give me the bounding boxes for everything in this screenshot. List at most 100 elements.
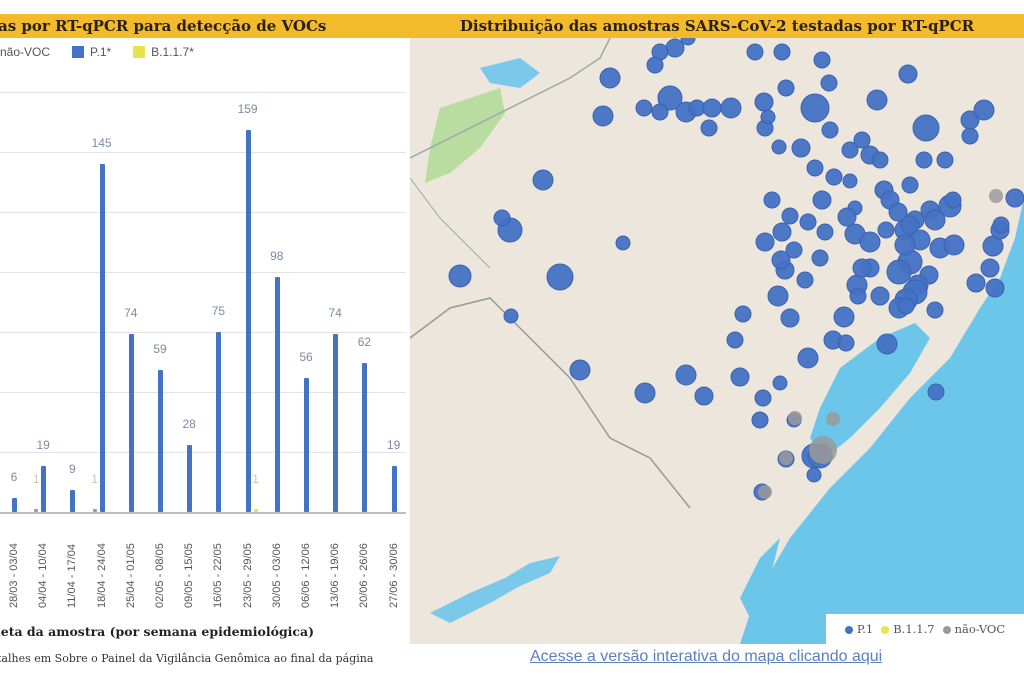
bubble-p1[interactable] <box>980 258 1000 278</box>
bar-p1[interactable] <box>187 444 193 512</box>
bubble-p1[interactable] <box>657 85 683 111</box>
bubble-p1[interactable] <box>700 119 718 137</box>
interactive-map-link[interactable]: Acesse a versão interativa do mapa clica… <box>530 648 883 665</box>
bar-nao-voc[interactable] <box>34 509 39 512</box>
bubble-p1[interactable] <box>771 139 787 155</box>
bubble-p1[interactable] <box>763 191 781 209</box>
bubble-p1[interactable] <box>772 222 792 242</box>
bubble-p1[interactable] <box>841 141 859 159</box>
bubble-p1[interactable] <box>886 259 912 285</box>
bubble-p1[interactable] <box>927 383 945 401</box>
bubble-p1[interactable] <box>777 79 795 97</box>
bar-p1[interactable] <box>12 497 17 512</box>
bubble-p1[interactable] <box>767 285 789 307</box>
bubble-p1[interactable] <box>944 191 962 209</box>
bubble-p1[interactable] <box>877 221 895 239</box>
bubble-p1[interactable] <box>820 74 838 92</box>
bubble-p1[interactable] <box>960 110 980 130</box>
bubble-p1[interactable] <box>898 64 918 84</box>
bubble-p1[interactable] <box>615 235 631 251</box>
bubble-p1[interactable] <box>797 347 819 369</box>
bubble-p1[interactable] <box>771 250 791 270</box>
bar-p1[interactable] <box>70 490 76 512</box>
bar-p1[interactable] <box>333 334 339 512</box>
bubble-p1[interactable] <box>853 131 871 149</box>
bubble-p1[interactable] <box>772 375 788 391</box>
bubble-p1[interactable] <box>754 389 772 407</box>
bubble-p1[interactable] <box>592 105 614 127</box>
bubble-p1[interactable] <box>897 297 915 315</box>
bubble-p1[interactable] <box>665 38 685 58</box>
bubble-p1[interactable] <box>675 364 697 386</box>
bubble-p1[interactable] <box>785 241 803 259</box>
bubble-p1[interactable] <box>634 382 656 404</box>
bubble-p1[interactable] <box>852 258 872 278</box>
bubble-p1[interactable] <box>837 334 855 352</box>
bubble-p1[interactable] <box>806 159 824 177</box>
bubble-p1[interactable] <box>806 467 822 483</box>
bubble-p1[interactable] <box>966 273 986 293</box>
bubble-nao-voc[interactable] <box>779 451 793 465</box>
bubble-p1[interactable] <box>646 56 664 74</box>
bubble-p1[interactable] <box>746 43 764 61</box>
bubble-p1[interactable] <box>651 103 669 121</box>
bubble-p1[interactable] <box>985 278 1005 298</box>
bubble-p1[interactable] <box>837 207 857 227</box>
bar-b117[interactable] <box>253 509 258 512</box>
bubble-p1[interactable] <box>791 138 811 158</box>
bubble-nao-voc[interactable] <box>989 189 1003 203</box>
bar-nao-voc[interactable] <box>92 509 97 512</box>
bubble-p1[interactable] <box>448 264 472 288</box>
bubble-p1[interactable] <box>773 43 791 61</box>
bubble-p1[interactable] <box>569 359 591 381</box>
bar-p1[interactable] <box>391 466 397 512</box>
bubble-p1[interactable] <box>800 93 830 123</box>
bubble-p1[interactable] <box>849 287 867 305</box>
bar-p1[interactable] <box>128 334 134 512</box>
bar-p1[interactable] <box>274 276 280 512</box>
bubble-p1[interactable] <box>780 308 800 328</box>
bubble-p1[interactable] <box>799 213 817 231</box>
bar-p1[interactable] <box>99 164 105 512</box>
bubble-p1[interactable] <box>821 121 839 139</box>
bubble-p1[interactable] <box>694 386 714 406</box>
bubble-p1[interactable] <box>943 234 965 256</box>
bubble-p1[interactable] <box>599 67 621 89</box>
bubble-p1[interactable] <box>936 151 954 169</box>
bubble-p1[interactable] <box>730 367 750 387</box>
bar-p1[interactable] <box>158 370 163 512</box>
bubble-p1[interactable] <box>546 263 574 291</box>
bubble-p1[interactable] <box>635 99 653 117</box>
bubble-p1[interactable] <box>866 89 888 111</box>
bubble-p1[interactable] <box>833 306 855 328</box>
bubble-p1[interactable] <box>755 232 775 252</box>
bubble-p1[interactable] <box>680 38 696 46</box>
bubble-p1[interactable] <box>812 190 832 210</box>
bubble-p1[interactable] <box>825 168 843 186</box>
bubble-p1[interactable] <box>915 151 933 169</box>
bar-p1[interactable] <box>362 363 368 512</box>
bubble-p1[interactable] <box>754 92 774 112</box>
bubble-nao-voc[interactable] <box>809 436 837 464</box>
bubble-p1[interactable] <box>816 223 834 241</box>
bubble-nao-voc[interactable] <box>826 412 840 426</box>
bubble-p1[interactable] <box>1005 188 1024 208</box>
bubble-p1[interactable] <box>811 249 829 267</box>
bubble-p1[interactable] <box>900 215 920 235</box>
bubble-nao-voc[interactable] <box>758 485 772 499</box>
bubble-p1[interactable] <box>973 99 995 121</box>
bubble-p1[interactable] <box>532 169 554 191</box>
bubble-p1[interactable] <box>961 127 979 145</box>
bubble-p1[interactable] <box>871 151 889 169</box>
bubble-p1[interactable] <box>888 202 908 222</box>
bubble-p1[interactable] <box>859 231 881 253</box>
bubble-p1[interactable] <box>901 176 919 194</box>
bubble-p1[interactable] <box>726 331 744 349</box>
bubble-p1[interactable] <box>734 305 752 323</box>
bar-p1[interactable] <box>41 466 47 512</box>
bubble-p1[interactable] <box>796 271 814 289</box>
bubble-p1[interactable] <box>760 109 776 125</box>
bubble-p1[interactable] <box>912 114 940 142</box>
bar-p1[interactable] <box>245 130 251 512</box>
bar-p1[interactable] <box>304 377 309 512</box>
